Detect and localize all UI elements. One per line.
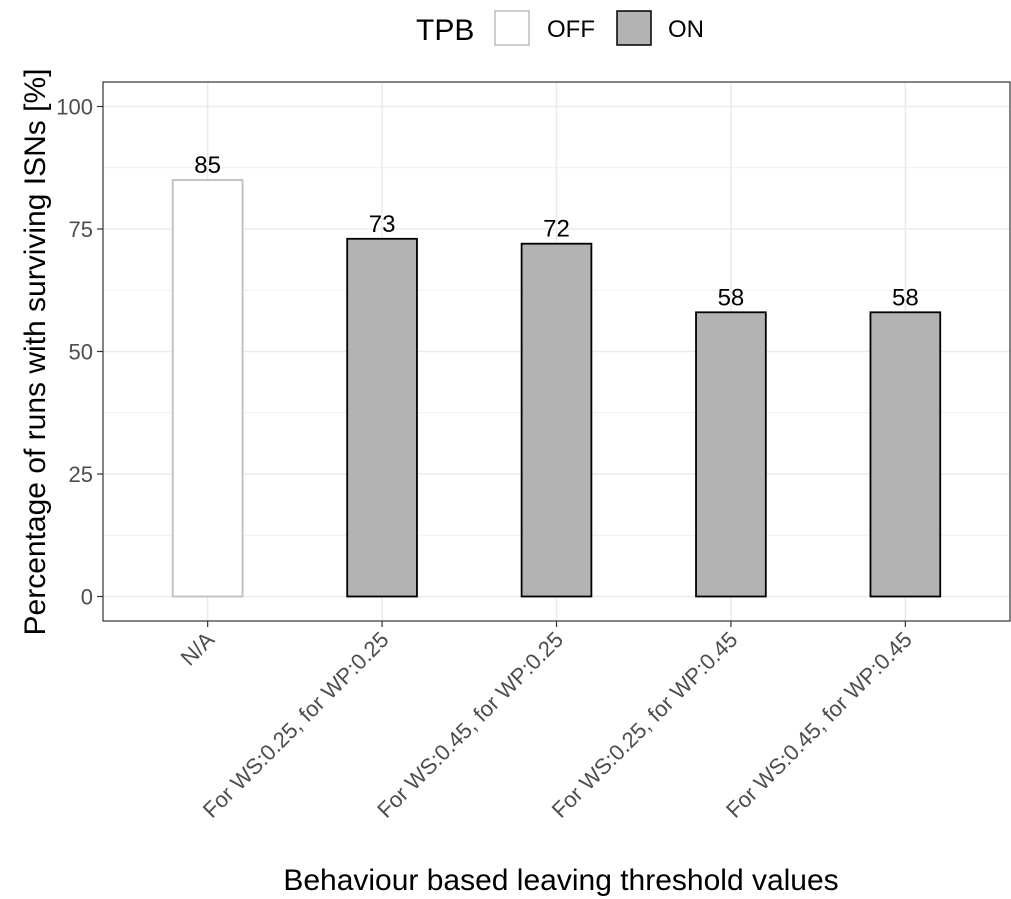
data-label-4: 58 xyxy=(718,284,745,311)
bar-3 xyxy=(520,242,593,598)
x-tick-label: For WS:0.25, for WP:0.25 xyxy=(198,627,394,823)
bar-1 xyxy=(171,179,244,598)
legend: TPB OFF ON xyxy=(416,10,704,47)
x-tick-label: For WS:0.45, for WP:0.25 xyxy=(372,627,568,823)
legend-label-off: OFF xyxy=(547,16,595,43)
x-tick-label: For WS:0.25, for WP:0.45 xyxy=(547,627,743,823)
bar-4 xyxy=(695,311,767,598)
y-axis-title: Percentage of runs with surviving ISNs [… xyxy=(19,69,52,636)
data-label-3: 72 xyxy=(543,216,570,243)
x-tick-label: N/A xyxy=(176,627,220,671)
x-axis-title: Behaviour based leaving threshold values xyxy=(283,864,838,897)
bar-2 xyxy=(346,237,418,598)
legend-title: TPB xyxy=(416,14,474,47)
legend-key-off xyxy=(494,10,530,46)
data-label-1: 85 xyxy=(194,152,221,179)
x-tick-label: For WS:0.45, for WP:0.45 xyxy=(721,627,917,823)
y-tick-label: 50 xyxy=(69,340,93,365)
legend-label-on: ON xyxy=(668,16,704,43)
plot-panel: 85 73 72 58 58 xyxy=(102,81,1011,622)
y-tick-label: 100 xyxy=(56,95,93,120)
legend-key-on xyxy=(616,10,652,46)
y-axis-ticks: 0 25 50 75 100 xyxy=(56,95,103,610)
data-labels: 85 73 72 58 58 xyxy=(194,152,918,311)
y-tick-label: 25 xyxy=(69,462,93,487)
y-tick-label: 0 xyxy=(81,585,93,610)
bar-5 xyxy=(869,311,942,598)
y-tick-label: 75 xyxy=(69,217,93,242)
data-label-2: 73 xyxy=(369,211,396,238)
bars xyxy=(171,179,942,598)
data-label-5: 58 xyxy=(892,284,919,311)
